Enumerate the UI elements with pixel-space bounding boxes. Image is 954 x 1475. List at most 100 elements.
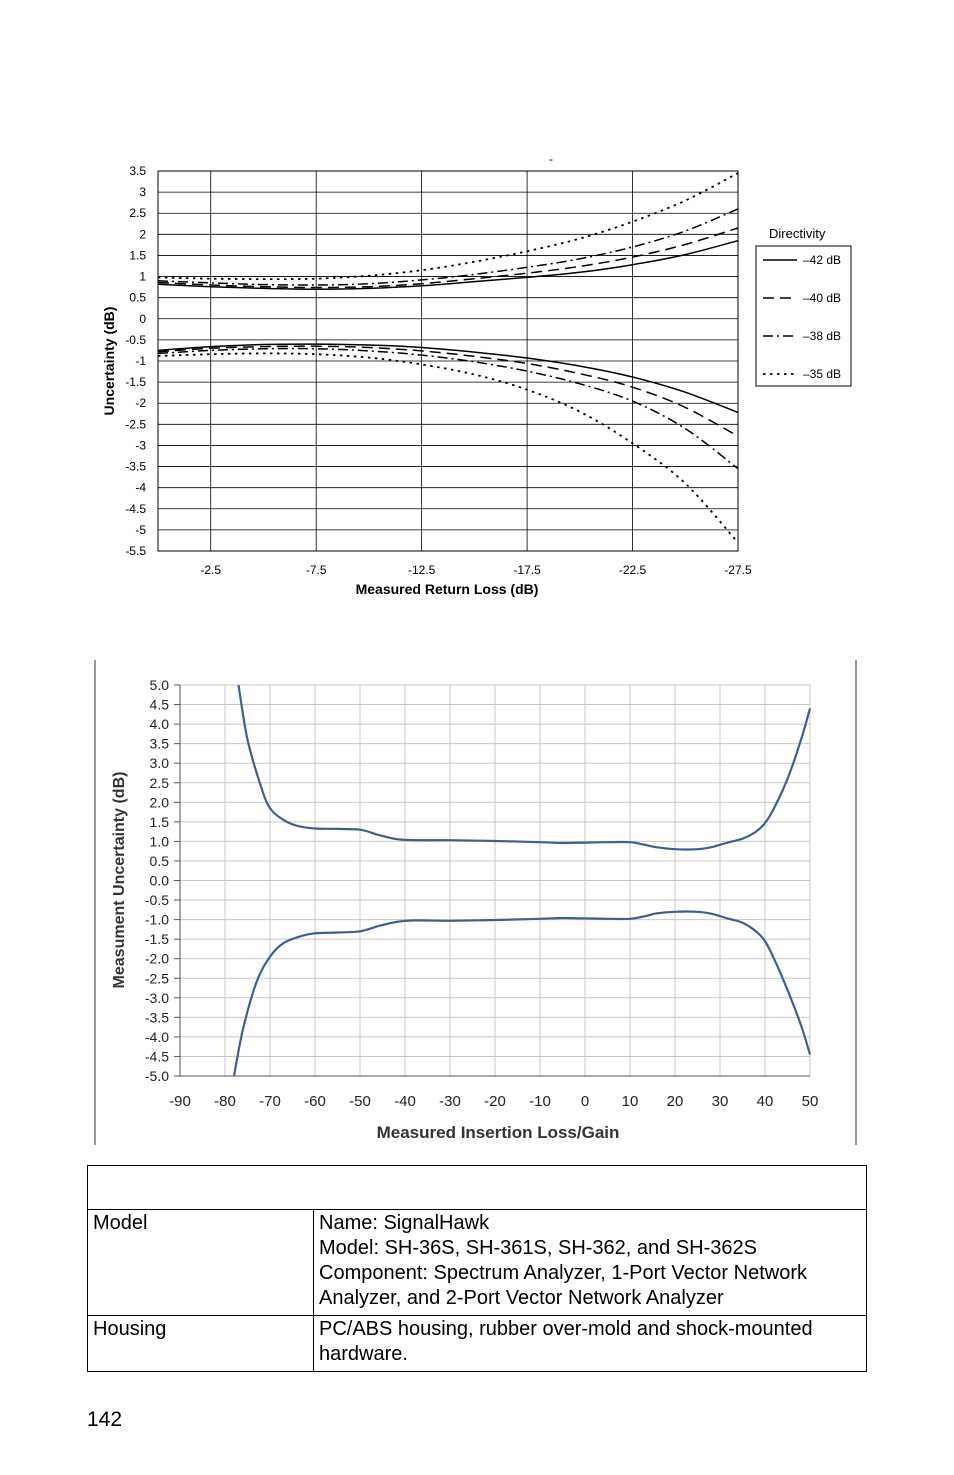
x-tick-label: -80: [214, 1093, 236, 1110]
x-tick-label: 30: [712, 1093, 729, 1110]
housing-label: Housing: [87, 1315, 314, 1372]
y-tick-label: 2: [139, 227, 146, 241]
x-tick-label: 40: [757, 1093, 774, 1110]
y-tick-label: 5.0: [150, 677, 170, 693]
y-tick-label: -4.5: [125, 502, 146, 516]
model-value: Name: SignalHawk Model: SH-36S, SH-361S,…: [313, 1209, 867, 1316]
y-tick-label: -2.5: [125, 417, 146, 431]
x-tick-label: -60: [304, 1093, 326, 1110]
y-tick-label: -2.5: [145, 970, 169, 986]
insertion-loss-uncertainty-chart: -90 -80 -70 -60 -50 -40 -30 -20 -10 0 10 20 30 40 50 5.…: [94, 660, 857, 1145]
model-label: Model: [87, 1209, 314, 1316]
y-tick-label: 3: [139, 185, 146, 199]
legend-entry: –40 dB: [803, 291, 841, 305]
y-tick-label: 4.0: [150, 716, 170, 732]
x-tick-label: 10: [622, 1093, 639, 1110]
specifications-table: Model Name: SignalHawk Model: SH-36S, SH…: [87, 1165, 867, 1372]
plot-area: [157, 170, 739, 552]
x-tick-label: -2.5: [200, 563, 221, 577]
x-axis-label: Measured Return Loss (dB): [356, 581, 539, 597]
y-tick-label: -5.5: [125, 544, 146, 558]
y-tick-label: -3.5: [125, 460, 146, 474]
y-tick-label: 1.0: [150, 833, 170, 849]
model-value-line: Component: Spectrum Analyzer, 1-Port Vec…: [319, 1262, 807, 1284]
x-tick-label: -50: [349, 1093, 371, 1110]
series-line-upper: [157, 172, 739, 281]
y-tick-label: -5: [135, 523, 146, 537]
y-tick-label: 0.0: [150, 873, 170, 889]
y-tick-label: 1.5: [129, 248, 146, 262]
y-tick-label: -3.0: [145, 990, 169, 1006]
y-axis-label: Measument Uncertainty (dB): [111, 772, 128, 989]
y-tick-label: 0.5: [129, 291, 146, 305]
table-row-model: Model Name: SignalHawk Model: SH-36S, SH…: [87, 1209, 867, 1316]
table-header-row: [87, 1165, 867, 1210]
y-tick-label: -1.0: [145, 912, 169, 928]
table-header-cell: [87, 1165, 867, 1210]
series-line-upper: [157, 208, 739, 286]
y-tick-label: -5.0: [145, 1068, 169, 1084]
y-tick-label: 2.5: [129, 206, 146, 220]
series-line-lower: [157, 347, 739, 470]
legend-title: Directivity: [769, 226, 826, 241]
y-tick-label: -1.5: [125, 375, 146, 389]
y-tick-label: -2: [135, 396, 146, 410]
legend-entry: –42 dB: [803, 253, 841, 267]
y-tick-label: -3.5: [145, 1009, 169, 1025]
page-number: 142: [87, 1408, 123, 1431]
y-tick-label: 2.0: [150, 794, 170, 810]
legend-entry: –35 dB: [803, 367, 841, 381]
uncertainty-curve-lower: [232, 910, 812, 1077]
x-tick-label: 20: [667, 1093, 684, 1110]
housing-value-line: hardware.: [319, 1343, 408, 1365]
x-tick-label: -17.5: [513, 563, 541, 577]
y-tick-label: 3.5: [150, 736, 170, 752]
housing-value-line: PC/ABS housing, rubber over-mold and sho…: [319, 1318, 813, 1340]
y-tick-label: -4.5: [145, 1048, 169, 1064]
series-line-lower: [157, 345, 739, 437]
model-value-line: Model: SH-36S, SH-361S, SH-362, and SH-3…: [319, 1237, 757, 1259]
series-line-upper: [157, 239, 739, 290]
x-tick-label: 0: [581, 1093, 589, 1110]
y-tick-label: -1: [135, 354, 146, 368]
legend-box: [755, 245, 852, 387]
x-tick-label: -70: [259, 1093, 281, 1110]
x-tick-label: -30: [439, 1093, 461, 1110]
x-axis-label: Measured Insertion Loss/Gain: [377, 1123, 620, 1142]
y-tick-label: -2.0: [145, 951, 169, 967]
legend-entry: –38 dB: [803, 329, 841, 343]
y-tick-label: -4: [135, 481, 146, 495]
x-tick-label: -20: [484, 1093, 506, 1110]
return-loss-uncertainty-chart: -2.5 -7.5 -12.5 -17.5 -22.5 -27.5 3.5 3 2.5 2 1.5 1…: [101, 152, 852, 597]
x-tick-label: -10: [529, 1093, 551, 1110]
model-value-line: Analyzer, and 2-Port Vector Network Anal…: [319, 1287, 724, 1309]
x-tick-label: -7.5: [306, 563, 327, 577]
y-tick-label: -0.5: [145, 892, 169, 908]
table-row-housing: Housing PC/ABS housing, rubber over-mold…: [87, 1315, 867, 1372]
x-tick-label: -40: [394, 1093, 416, 1110]
y-tick-label: 1: [139, 270, 146, 284]
y-tick-label: 3.5: [129, 164, 146, 178]
x-tick-label: -90: [169, 1093, 191, 1110]
y-tick-label: -3: [135, 438, 146, 452]
chart-title: -: [549, 152, 553, 166]
housing-value: PC/ABS housing, rubber over-mold and sho…: [313, 1315, 867, 1372]
y-tick-label: -4.0: [145, 1029, 169, 1045]
x-tick-label: 50: [802, 1093, 819, 1110]
y-tick-label: 2.5: [150, 775, 170, 791]
y-tick-label: -0.5: [125, 333, 146, 347]
series-line-lower: [157, 343, 739, 414]
y-tick-label: 0.5: [150, 853, 170, 869]
x-tick-label: -27.5: [724, 563, 752, 577]
series-line-upper: [157, 227, 739, 289]
y-tick-label: 0: [139, 312, 146, 326]
y-tick-label: 1.5: [150, 814, 170, 830]
model-value-line: Name: SignalHawk: [319, 1212, 490, 1234]
x-tick-label: -22.5: [619, 563, 647, 577]
y-tick-label: -1.5: [145, 931, 169, 947]
y-axis-label: Uncertainty (dB): [101, 307, 117, 416]
y-tick-label: 3.0: [150, 755, 170, 771]
y-tick-label: 4.5: [150, 697, 170, 713]
x-tick-label: -12.5: [408, 563, 436, 577]
insertion-loss-chart-frame: -90 -80 -70 -60 -50 -40 -30 -20 -10 0 10 20 30 40 50 5.…: [94, 660, 858, 1145]
